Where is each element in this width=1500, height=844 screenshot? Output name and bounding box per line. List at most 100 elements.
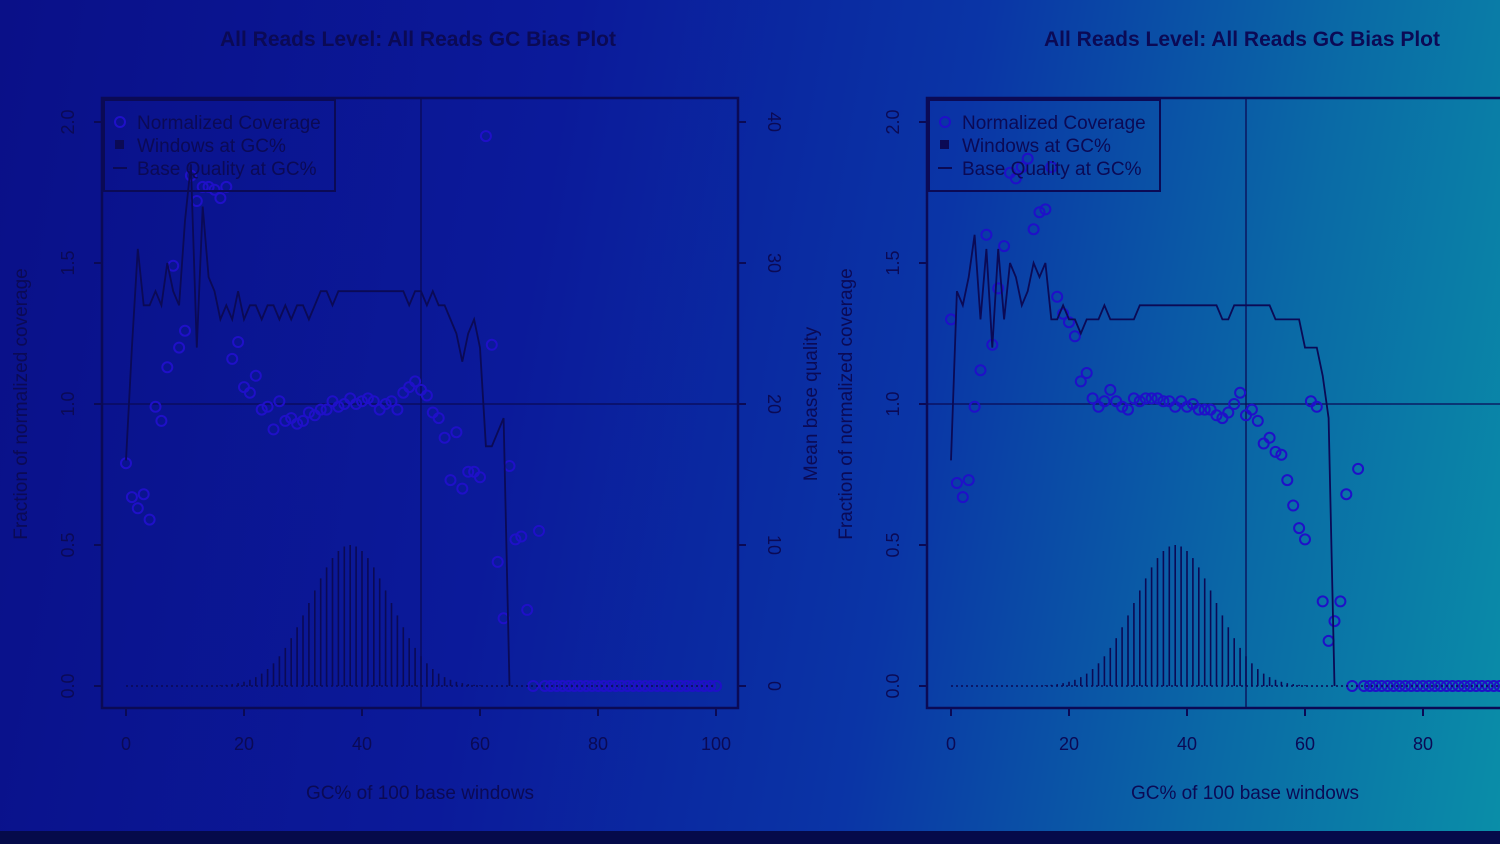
- bottom-strip: [0, 831, 1500, 844]
- coverage-point: [1122, 403, 1134, 416]
- coverage-point: [1045, 161, 1058, 174]
- coverage-point: [1304, 395, 1317, 408]
- coverage-point: [167, 259, 180, 272]
- coverage-point: [267, 423, 280, 436]
- coverage-point: [1228, 398, 1241, 410]
- coverage-point: [1015, 161, 1028, 174]
- coverage-point: [125, 491, 138, 504]
- coverage-point: [544, 680, 557, 692]
- coverage-point: [1110, 395, 1123, 408]
- x-tick-label: 80: [1413, 734, 1433, 754]
- coverage-point: [320, 403, 333, 416]
- coverage-point: [1369, 680, 1382, 692]
- coverage-point: [1299, 533, 1311, 546]
- coverage-point: [379, 398, 392, 410]
- coverage-point: [1210, 409, 1223, 422]
- coverage-point: [633, 680, 646, 692]
- coverage-point: [432, 412, 445, 425]
- coverage-point: [668, 680, 681, 692]
- legend-box: [103, 99, 336, 192]
- x-tick-label: 40: [352, 734, 372, 754]
- y-tick-label: 1.0: [58, 391, 78, 416]
- y2-tick-label: 20: [764, 394, 784, 414]
- coverage-point: [456, 482, 469, 495]
- coverage-point: [533, 524, 545, 537]
- coverage-point: [992, 282, 1005, 295]
- coverage-point: [704, 680, 717, 692]
- coverage-point: [1080, 367, 1093, 379]
- coverage-point: [1104, 383, 1117, 396]
- coverage-point: [332, 400, 345, 413]
- coverage-point: [692, 680, 705, 692]
- coverage-point: [350, 398, 363, 410]
- coverage-point: [1452, 680, 1465, 692]
- coverage-point: [1263, 431, 1276, 444]
- x-tick-label: 0: [121, 734, 131, 754]
- coverage-point: [214, 192, 227, 205]
- coverage-point: [1340, 488, 1353, 501]
- coverage-point: [485, 338, 498, 351]
- y-tick-label: 1.5: [58, 250, 78, 275]
- coverage-point: [1151, 392, 1164, 405]
- coverage-point: [1287, 499, 1300, 512]
- coverage-point: [1116, 400, 1129, 413]
- coverage-point: [1139, 392, 1152, 405]
- x-tick-label: 40: [1177, 734, 1197, 754]
- y-tick-label: 0.5: [883, 532, 903, 557]
- coverage-point: [297, 414, 309, 427]
- coverage-point: [302, 406, 315, 419]
- coverage-point: [137, 488, 150, 501]
- legend-symbol-normalized-coverage: [939, 116, 951, 128]
- y2-tick-label: 10: [764, 535, 784, 555]
- legend-label-windows: Windows at GC%: [962, 136, 1111, 157]
- coverage-point: [291, 417, 304, 430]
- coverage-point: [956, 491, 969, 504]
- y-axis-label: Fraction of normalized coverage: [836, 268, 857, 539]
- coverage-point: [1251, 414, 1264, 427]
- coverage-point: [155, 414, 168, 427]
- legend-label-normalized-coverage: Normalized Coverage: [137, 113, 321, 134]
- y-tick-label: 2.0: [883, 109, 903, 134]
- coverage-point: [1275, 448, 1288, 461]
- coverage-point: [1322, 634, 1335, 647]
- gc-bias-plot-right: All Reads Level: All Reads GC Bias Plot …: [836, 28, 1500, 804]
- coverage-point: [639, 680, 652, 692]
- coverage-point: [698, 680, 711, 692]
- y-tick-label: 1.0: [883, 391, 903, 416]
- coverage-point: [409, 375, 422, 388]
- x-axis-label: GC% of 100 base windows: [306, 783, 534, 804]
- coverage-point: [609, 680, 622, 692]
- base-quality-line: [950, 234, 1336, 687]
- coverage-point: [627, 680, 640, 692]
- coverage-point: [238, 381, 250, 394]
- coverage-point: [1127, 392, 1140, 405]
- coverage-point: [1269, 445, 1282, 458]
- coverage-point: [1198, 403, 1211, 416]
- coverage-point: [161, 361, 174, 374]
- coverage-point: [527, 680, 540, 692]
- coverage-point: [1487, 680, 1500, 692]
- y2-axis-label: Mean base quality: [801, 326, 822, 481]
- coverage-point: [603, 680, 616, 692]
- coverage-point: [149, 400, 162, 413]
- coverage-point: [474, 471, 486, 484]
- coverage-point: [1027, 223, 1040, 236]
- coverage-point: [450, 426, 463, 439]
- coverage-point: [1358, 680, 1370, 692]
- x-tick-label: 100: [701, 734, 731, 754]
- coverage-point: [438, 431, 451, 444]
- coverage-point: [232, 336, 245, 348]
- coverage-point: [173, 341, 186, 354]
- coverage-point: [1245, 403, 1258, 416]
- coverage-point: [179, 324, 191, 337]
- coverage-point: [674, 680, 687, 692]
- coverage-point: [968, 400, 981, 413]
- coverage-point: [1352, 462, 1365, 475]
- coverage-point: [391, 403, 404, 416]
- y2-tick-label: 0: [764, 681, 784, 691]
- legend-label-windows: Windows at GC%: [137, 136, 286, 157]
- coverage-point: [190, 195, 203, 207]
- chart-title: All Reads Level: All Reads GC Bias Plot: [220, 28, 616, 51]
- coverage-point: [403, 381, 416, 394]
